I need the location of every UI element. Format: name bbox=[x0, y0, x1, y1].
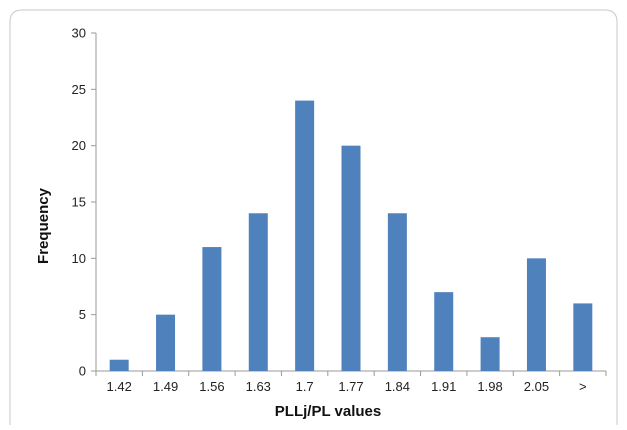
x-tick-label: 1.63 bbox=[246, 379, 271, 394]
bar bbox=[480, 337, 500, 371]
x-axis-title: PLLj/PL values bbox=[275, 403, 381, 420]
bar bbox=[156, 314, 176, 371]
y-tick-label: 30 bbox=[72, 26, 86, 41]
x-tick-label: 2.05 bbox=[524, 379, 549, 394]
x-tick-label: 1.84 bbox=[385, 379, 410, 394]
y-tick-label: 0 bbox=[79, 364, 86, 379]
chart-frame-border bbox=[9, 9, 618, 425]
bar bbox=[202, 247, 222, 371]
bars-group bbox=[109, 100, 593, 371]
x-tick-label: 1.56 bbox=[199, 379, 224, 394]
y-tick-label: 25 bbox=[72, 82, 86, 97]
y-tick-label: 10 bbox=[72, 251, 86, 266]
y-axis bbox=[91, 32, 97, 372]
bar bbox=[434, 292, 454, 371]
bar bbox=[295, 100, 315, 371]
bar bbox=[109, 359, 129, 371]
x-tick-labels: 1.42 1.49 1.56 1.63 1.7 1.77 1.84 1.91 1.98 2.05 > bbox=[107, 379, 587, 394]
x-tick-label: 1.98 bbox=[477, 379, 502, 394]
x-tick-label: 1.77 bbox=[338, 379, 363, 394]
bar bbox=[573, 303, 593, 371]
y-tick-labels: 0 5 10 15 20 25 30 bbox=[72, 26, 86, 379]
y-axis-title: Frequency bbox=[35, 187, 52, 264]
y-tick-label: 5 bbox=[79, 307, 86, 322]
x-tick-label: 1.49 bbox=[153, 379, 178, 394]
x-tick-label: > bbox=[579, 379, 587, 394]
y-tick-label: 15 bbox=[72, 195, 86, 210]
x-tick-label: 1.7 bbox=[296, 379, 314, 394]
y-tick-label: 20 bbox=[72, 138, 86, 153]
x-axis bbox=[95, 370, 607, 376]
bar bbox=[341, 145, 361, 371]
x-tick-label: 1.91 bbox=[431, 379, 456, 394]
bar bbox=[387, 213, 407, 371]
bar bbox=[526, 258, 546, 371]
x-tick-label: 1.42 bbox=[107, 379, 132, 394]
bar bbox=[248, 213, 268, 371]
